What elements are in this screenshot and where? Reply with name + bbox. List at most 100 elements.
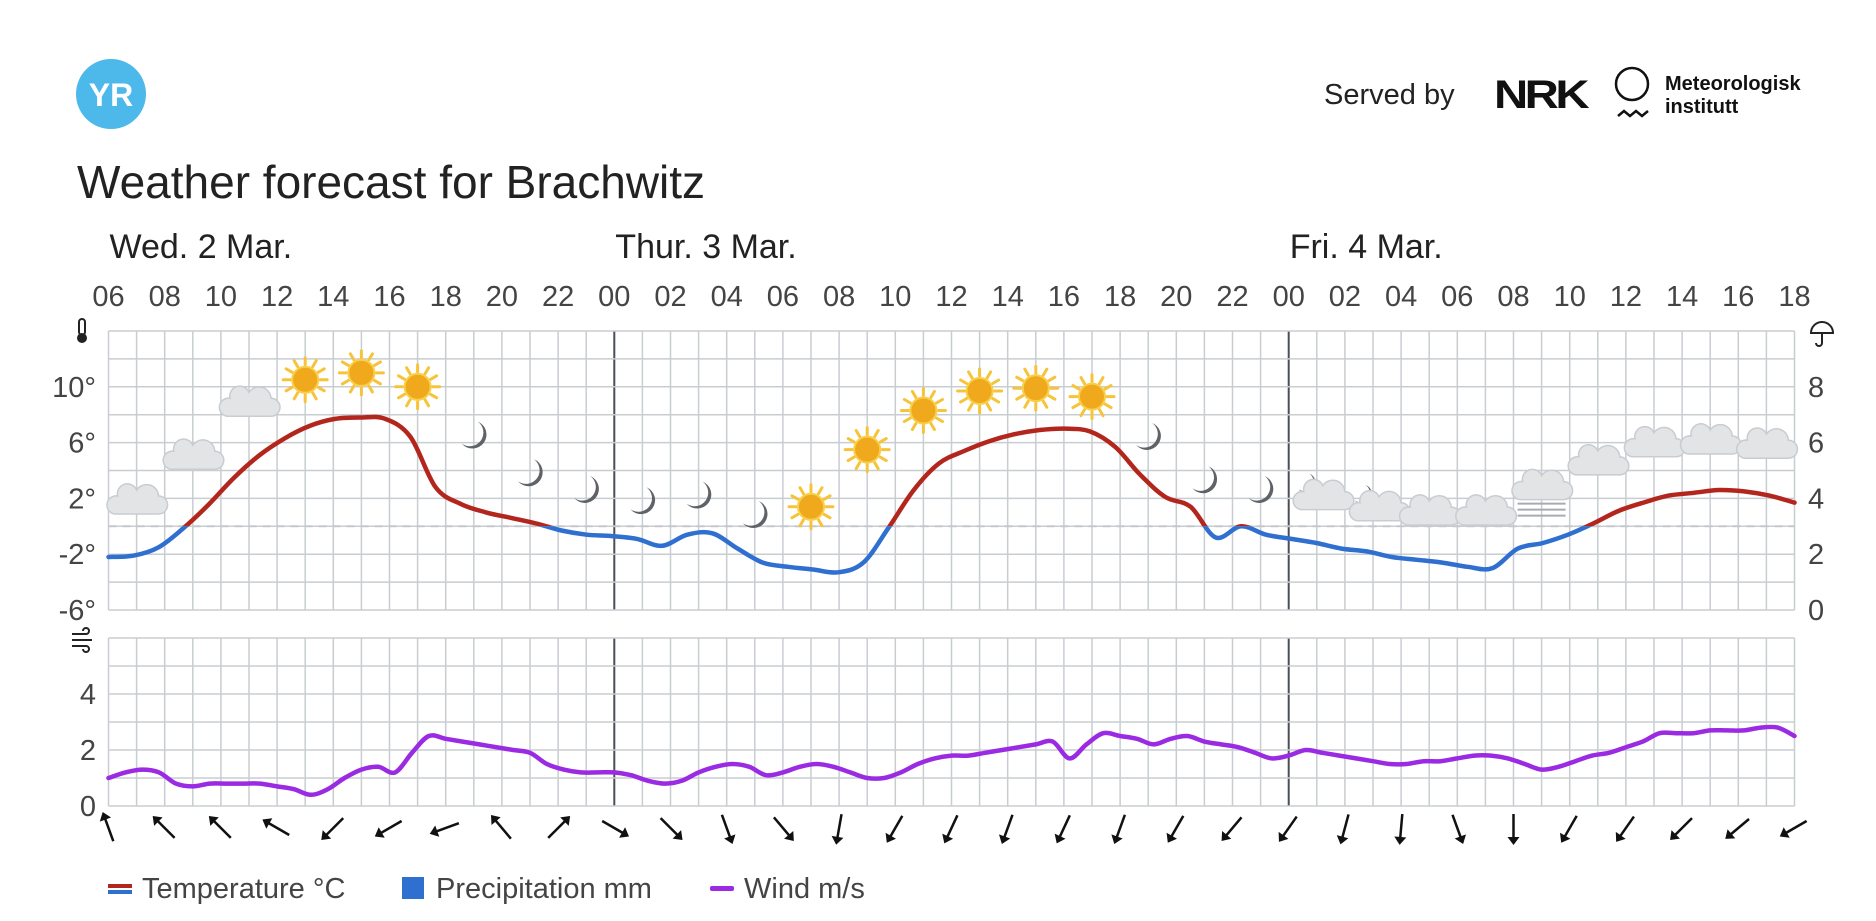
clear-sky-night-icon (1192, 466, 1218, 494)
hour-label: 20 (1160, 281, 1192, 313)
sun-ray (910, 389, 918, 400)
sun-ray (902, 398, 912, 405)
wind-arrow (262, 818, 290, 837)
wind-line (106, 724, 1797, 798)
wind-arrow-head (1166, 832, 1177, 843)
sun-ray (790, 512, 800, 520)
sun-ray (423, 398, 431, 408)
cloud-shape (106, 483, 169, 515)
precipitation-tick-label: 8 (1808, 372, 1824, 404)
wind-arrow (429, 822, 460, 837)
legend-label: Wind m/s (744, 873, 865, 905)
legend-label: Precipitation mm (436, 873, 652, 905)
wind-arrow (547, 815, 571, 839)
wind-arrow (1615, 815, 1635, 842)
sun-ray (959, 378, 969, 385)
hour-label: 12 (1610, 281, 1642, 313)
moon-shape (518, 459, 543, 487)
sun-disc (403, 372, 432, 401)
wind-arrow-head (152, 815, 163, 826)
sun-disc (909, 396, 938, 425)
wind-arrow-head (1507, 837, 1520, 845)
temperature-line-cold (106, 526, 1593, 575)
sun-ray (878, 437, 888, 444)
hour-label: 08 (823, 281, 855, 313)
hour-label: 18 (1778, 281, 1810, 313)
hour-label: 02 (1329, 281, 1361, 313)
cloudy-icon (1736, 427, 1799, 459)
wind-icon-lines (72, 627, 92, 653)
hour-label: 12 (935, 281, 967, 313)
wind-arrow (659, 817, 683, 841)
sun-ray (316, 385, 326, 393)
precipitation-tick-label: 4 (1808, 483, 1824, 515)
sun-ray (429, 374, 439, 381)
sun-ray (991, 397, 1001, 404)
wind-arrow (885, 815, 904, 843)
sun-ray (1079, 376, 1086, 386)
temperature-tick-label: 10° (52, 372, 96, 404)
wind-arrow-head (321, 830, 332, 841)
clear-sky-night-icon (742, 501, 768, 529)
wind-series (106, 724, 1797, 798)
hour-label: 18 (430, 281, 462, 313)
cloudy-icon (106, 483, 169, 515)
moon-shape (630, 487, 656, 515)
wind-arrow-head (99, 812, 112, 822)
sun-ray (284, 385, 294, 393)
cloudy-icon (218, 385, 281, 418)
wind-arrow (1394, 813, 1407, 845)
wind-arrow-head (1615, 831, 1626, 842)
sun-ray (790, 494, 800, 501)
sun-ray (846, 437, 856, 444)
temperature-series (106, 414, 1797, 575)
sun-ray (873, 429, 880, 439)
sun-ray (1047, 394, 1057, 401)
wind-arrow-head (784, 831, 794, 842)
wind-arrow-head (208, 815, 219, 826)
wind-arrow (1166, 815, 1185, 843)
met-institute-logo[interactable]: Meteorologisk institutt (1614, 66, 1801, 118)
wind-arrow (998, 814, 1014, 844)
wind-arrow (601, 819, 630, 838)
cloud-shape (1679, 423, 1742, 455)
day-label: Thur. 3 Mar. (615, 228, 796, 266)
clear-sky-day-icon (956, 367, 1004, 415)
hour-label: 16 (1048, 281, 1080, 313)
hour-labels: 06 08 10 12 14 16 18 20 22 00 02 04 06 08 10 12 14 16 18 20… (92, 281, 1810, 313)
sun-ray (1023, 399, 1030, 409)
sun-ray (1023, 367, 1030, 377)
precipitation-axis: 8 6 4 2 0 (1808, 321, 1835, 627)
cloud-shape (1398, 494, 1461, 526)
hour-label: 16 (1722, 281, 1754, 313)
wind-arrow-head (1560, 832, 1571, 843)
moon-shape (742, 501, 768, 529)
wind-arrow-head (1111, 834, 1123, 844)
sun-ray (817, 486, 824, 496)
day-label: Wed. 2 Mar. (110, 228, 293, 266)
sun-ray (934, 416, 944, 423)
sun-ray (854, 429, 862, 439)
nrk-logo[interactable]: NRK (1494, 73, 1593, 117)
wind-arrow (720, 814, 736, 844)
cloudy-icon (1567, 443, 1630, 476)
wind-arrow-head (831, 835, 844, 845)
hour-label: 20 (486, 281, 518, 313)
legend-swatch-temp-warm (108, 884, 132, 888)
wind-icon (72, 627, 92, 653)
wind-tick-label: 2 (80, 735, 96, 767)
clear-sky-night-icon (461, 421, 487, 449)
cloudy-icon (1455, 494, 1518, 526)
met-circle-icon (1614, 66, 1650, 102)
day-label: Fri. 4 Mar. (1290, 228, 1443, 266)
wind-arrow (1278, 815, 1298, 842)
wind-arrow (1111, 814, 1127, 844)
wind-arrow (831, 813, 844, 845)
wind-arrow-head (374, 827, 385, 838)
hour-label: 06 (1441, 281, 1473, 313)
precipitation-tick-label: 0 (1808, 595, 1824, 627)
met-name-line2: institutt (1665, 96, 1739, 118)
yr-logo[interactable]: YR (76, 59, 146, 129)
thermometer-stem (78, 318, 86, 336)
sun-ray (1047, 375, 1057, 383)
